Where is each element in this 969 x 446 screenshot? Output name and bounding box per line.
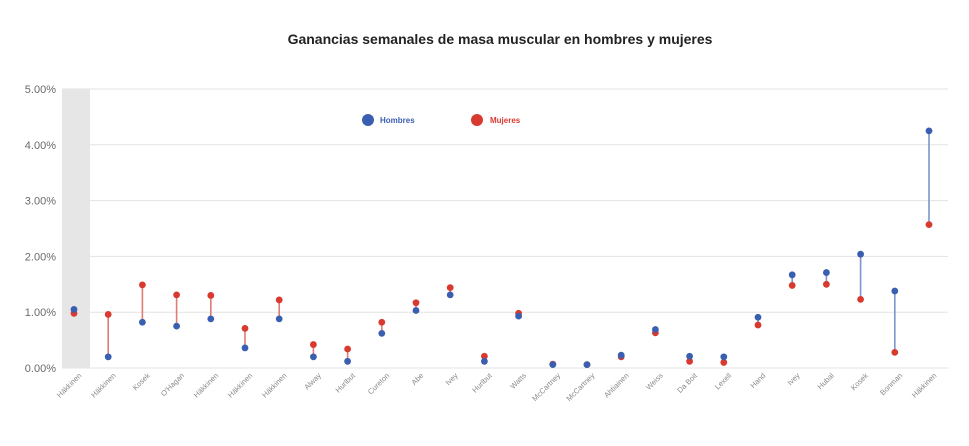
x-tick-label: Häkkinen bbox=[910, 371, 938, 399]
x-tick-label: Alway bbox=[302, 371, 323, 392]
point-hombres bbox=[173, 322, 181, 330]
x-tick-label: Lexell bbox=[713, 371, 733, 391]
chart-title: Ganancias semanales de masa muscular en … bbox=[288, 31, 713, 47]
x-tick-label: Hand bbox=[748, 371, 767, 390]
point-mujeres bbox=[891, 348, 899, 356]
point-hombres bbox=[310, 353, 317, 361]
point-mujeres bbox=[207, 292, 215, 299]
point-hombres bbox=[515, 312, 522, 320]
point-hombres bbox=[823, 269, 830, 276]
x-tick-label: Häkkinen bbox=[192, 371, 220, 399]
point-mujeres bbox=[788, 282, 796, 289]
point-hombres bbox=[788, 271, 796, 279]
point-hombres bbox=[139, 318, 146, 326]
point-hombres bbox=[754, 313, 762, 321]
point-hombres bbox=[241, 344, 249, 352]
point-hombres bbox=[925, 127, 933, 135]
legend-label-mujeres: Mujeres bbox=[490, 116, 521, 125]
x-tick-label: Da Boit bbox=[675, 370, 699, 394]
legend-label-hombres: Hombres bbox=[380, 116, 415, 125]
x-tick-label: Häkkinen bbox=[260, 371, 288, 399]
connector-lines bbox=[73, 130, 930, 365]
x-tick-label: Ivey bbox=[444, 371, 460, 387]
point-hombres bbox=[857, 250, 864, 258]
y-tick-label: 0.00% bbox=[25, 363, 56, 375]
point-mujeres bbox=[446, 284, 454, 292]
point-hombres bbox=[446, 291, 454, 299]
point-hombres bbox=[344, 357, 351, 365]
point-mujeres bbox=[173, 291, 181, 299]
x-tick-label: Weiss bbox=[644, 371, 665, 392]
point-hombres bbox=[686, 352, 693, 360]
point-mujeres bbox=[104, 311, 112, 318]
data-points bbox=[70, 127, 933, 369]
point-hombres bbox=[583, 361, 591, 369]
x-tick-label: Kosek bbox=[849, 371, 870, 392]
x-tick-label: Häkkinen bbox=[226, 371, 254, 399]
y-tick-label: 5.00% bbox=[25, 84, 56, 96]
x-tick-label: Hubal bbox=[816, 371, 836, 391]
y-axis-ticks: 0.00% 1.00% 2.00% 3.00% 4.00% 5.00% bbox=[25, 84, 56, 375]
y-tick-label: 4.00% bbox=[25, 140, 56, 152]
x-tick-label: Ahtiainen bbox=[602, 371, 630, 399]
point-mujeres bbox=[481, 352, 488, 360]
point-mujeres bbox=[686, 357, 693, 365]
y-tick-label: 2.00% bbox=[25, 251, 56, 263]
shaded-first-column bbox=[62, 89, 90, 368]
x-tick-label: Ivey bbox=[786, 371, 802, 387]
point-mujeres bbox=[754, 321, 762, 329]
x-tick-label: Häkkinen bbox=[55, 371, 83, 399]
x-tick-label: McCartney bbox=[530, 371, 562, 403]
legend: Hombres Mujeres bbox=[362, 114, 521, 126]
x-tick-label: Hurlbut bbox=[334, 370, 358, 394]
point-mujeres bbox=[139, 281, 146, 289]
point-hombres bbox=[412, 307, 420, 314]
point-mujeres bbox=[925, 221, 933, 228]
point-hombres bbox=[617, 351, 625, 359]
point-hombres bbox=[207, 315, 215, 323]
x-tick-label: Abe bbox=[410, 371, 426, 387]
point-hombres bbox=[104, 353, 112, 361]
x-tick-label: Kosek bbox=[131, 371, 152, 392]
point-mujeres bbox=[275, 296, 283, 304]
x-tick-label: O'Hagan bbox=[159, 371, 186, 398]
point-hombres bbox=[720, 353, 728, 361]
legend-marker-mujeres bbox=[471, 114, 483, 126]
grid-lines bbox=[62, 88, 948, 369]
y-tick-label: 3.00% bbox=[25, 196, 56, 208]
point-mujeres bbox=[720, 359, 728, 366]
x-tick-label: Cureton bbox=[366, 371, 391, 396]
point-hombres bbox=[549, 361, 557, 369]
y-tick-label: 1.00% bbox=[25, 307, 56, 319]
point-hombres bbox=[378, 330, 386, 337]
point-mujeres bbox=[412, 299, 420, 307]
point-hombres bbox=[275, 315, 283, 323]
point-mujeres bbox=[378, 318, 386, 326]
x-axis-ticks: Häkkinen Häkkinen Kosek O'Hagan Häkkinen Häkk… bbox=[55, 370, 938, 403]
x-tick-label: McCartney bbox=[564, 371, 596, 403]
x-tick-label: Häkkinen bbox=[89, 371, 117, 399]
point-hombres bbox=[891, 287, 899, 295]
point-mujeres bbox=[823, 280, 830, 288]
point-mujeres bbox=[241, 324, 249, 332]
point-hombres bbox=[481, 357, 488, 365]
point-hombres bbox=[652, 326, 659, 333]
x-tick-label: Watts bbox=[508, 371, 528, 391]
x-tick-label: Hurlbut bbox=[470, 370, 494, 394]
point-mujeres bbox=[857, 295, 864, 303]
legend-marker-hombres bbox=[362, 114, 374, 126]
point-mujeres bbox=[344, 345, 351, 353]
x-tick-label: Bonman bbox=[878, 371, 904, 397]
point-mujeres bbox=[310, 341, 317, 348]
point-hombres bbox=[70, 306, 78, 313]
